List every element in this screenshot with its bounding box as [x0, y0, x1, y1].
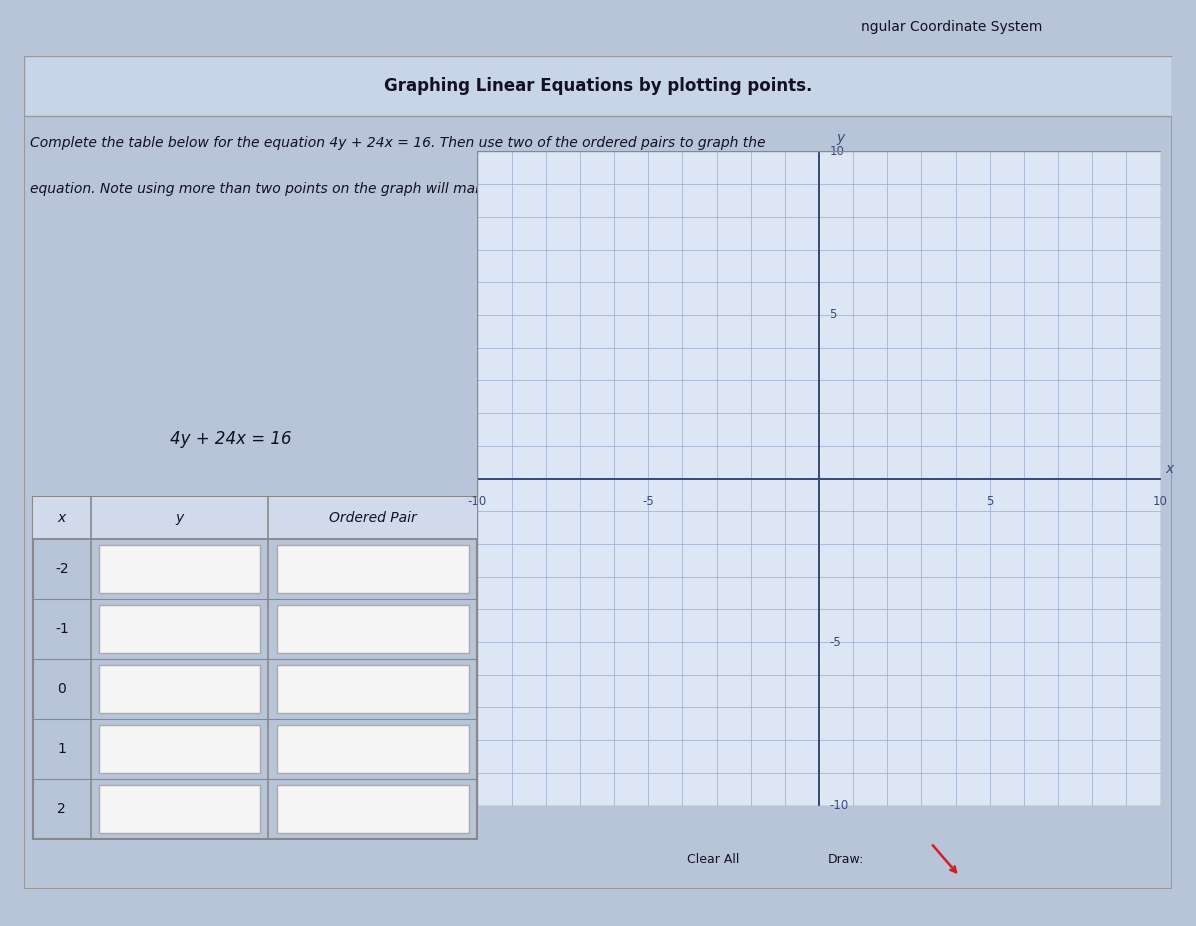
Text: Clear All: Clear All	[687, 853, 739, 867]
Bar	[98, 665, 261, 713]
Bar	[24, 56, 1172, 116]
Bar	[33, 497, 477, 539]
Text: -10: -10	[468, 494, 487, 507]
Text: x: x	[57, 511, 66, 525]
Text: 10: 10	[829, 144, 844, 158]
Text: Complete the table below for the equation 4y + 24x = 16. Then use two of the ord: Complete the table below for the equatio…	[30, 136, 765, 150]
Text: 1: 1	[57, 742, 66, 756]
Bar	[98, 725, 261, 773]
Bar	[276, 725, 469, 773]
Bar	[276, 544, 469, 593]
Text: -5: -5	[829, 635, 841, 648]
Bar	[276, 605, 469, 653]
Bar	[98, 544, 261, 593]
Text: -5: -5	[642, 494, 654, 507]
Bar	[98, 605, 261, 653]
Text: 10: 10	[1153, 494, 1168, 507]
Bar	[276, 665, 469, 713]
Text: 0: 0	[57, 682, 66, 696]
Text: y: y	[176, 511, 184, 525]
Text: y: y	[836, 131, 844, 144]
Text: 5: 5	[987, 494, 994, 507]
Text: Graphing Linear Equations by plotting points.: Graphing Linear Equations by plotting po…	[384, 77, 812, 94]
Text: Ordered Pair: Ordered Pair	[329, 511, 417, 525]
Text: 5: 5	[829, 308, 837, 321]
Text: ngular Coordinate System: ngular Coordinate System	[861, 20, 1043, 34]
Text: 4y + 24x = 16: 4y + 24x = 16	[170, 430, 292, 448]
Text: Draw:: Draw:	[828, 853, 864, 867]
Bar	[276, 784, 469, 833]
Text: -2: -2	[55, 562, 68, 576]
Text: x: x	[1166, 462, 1174, 476]
Text: -1: -1	[55, 622, 68, 636]
Text: equation. Note using more than two points on the graph will make the problem inc: equation. Note using more than two point…	[30, 182, 651, 196]
Bar	[98, 784, 261, 833]
Bar	[33, 497, 477, 839]
Text: 2: 2	[57, 802, 66, 816]
Text: -10: -10	[829, 799, 848, 812]
